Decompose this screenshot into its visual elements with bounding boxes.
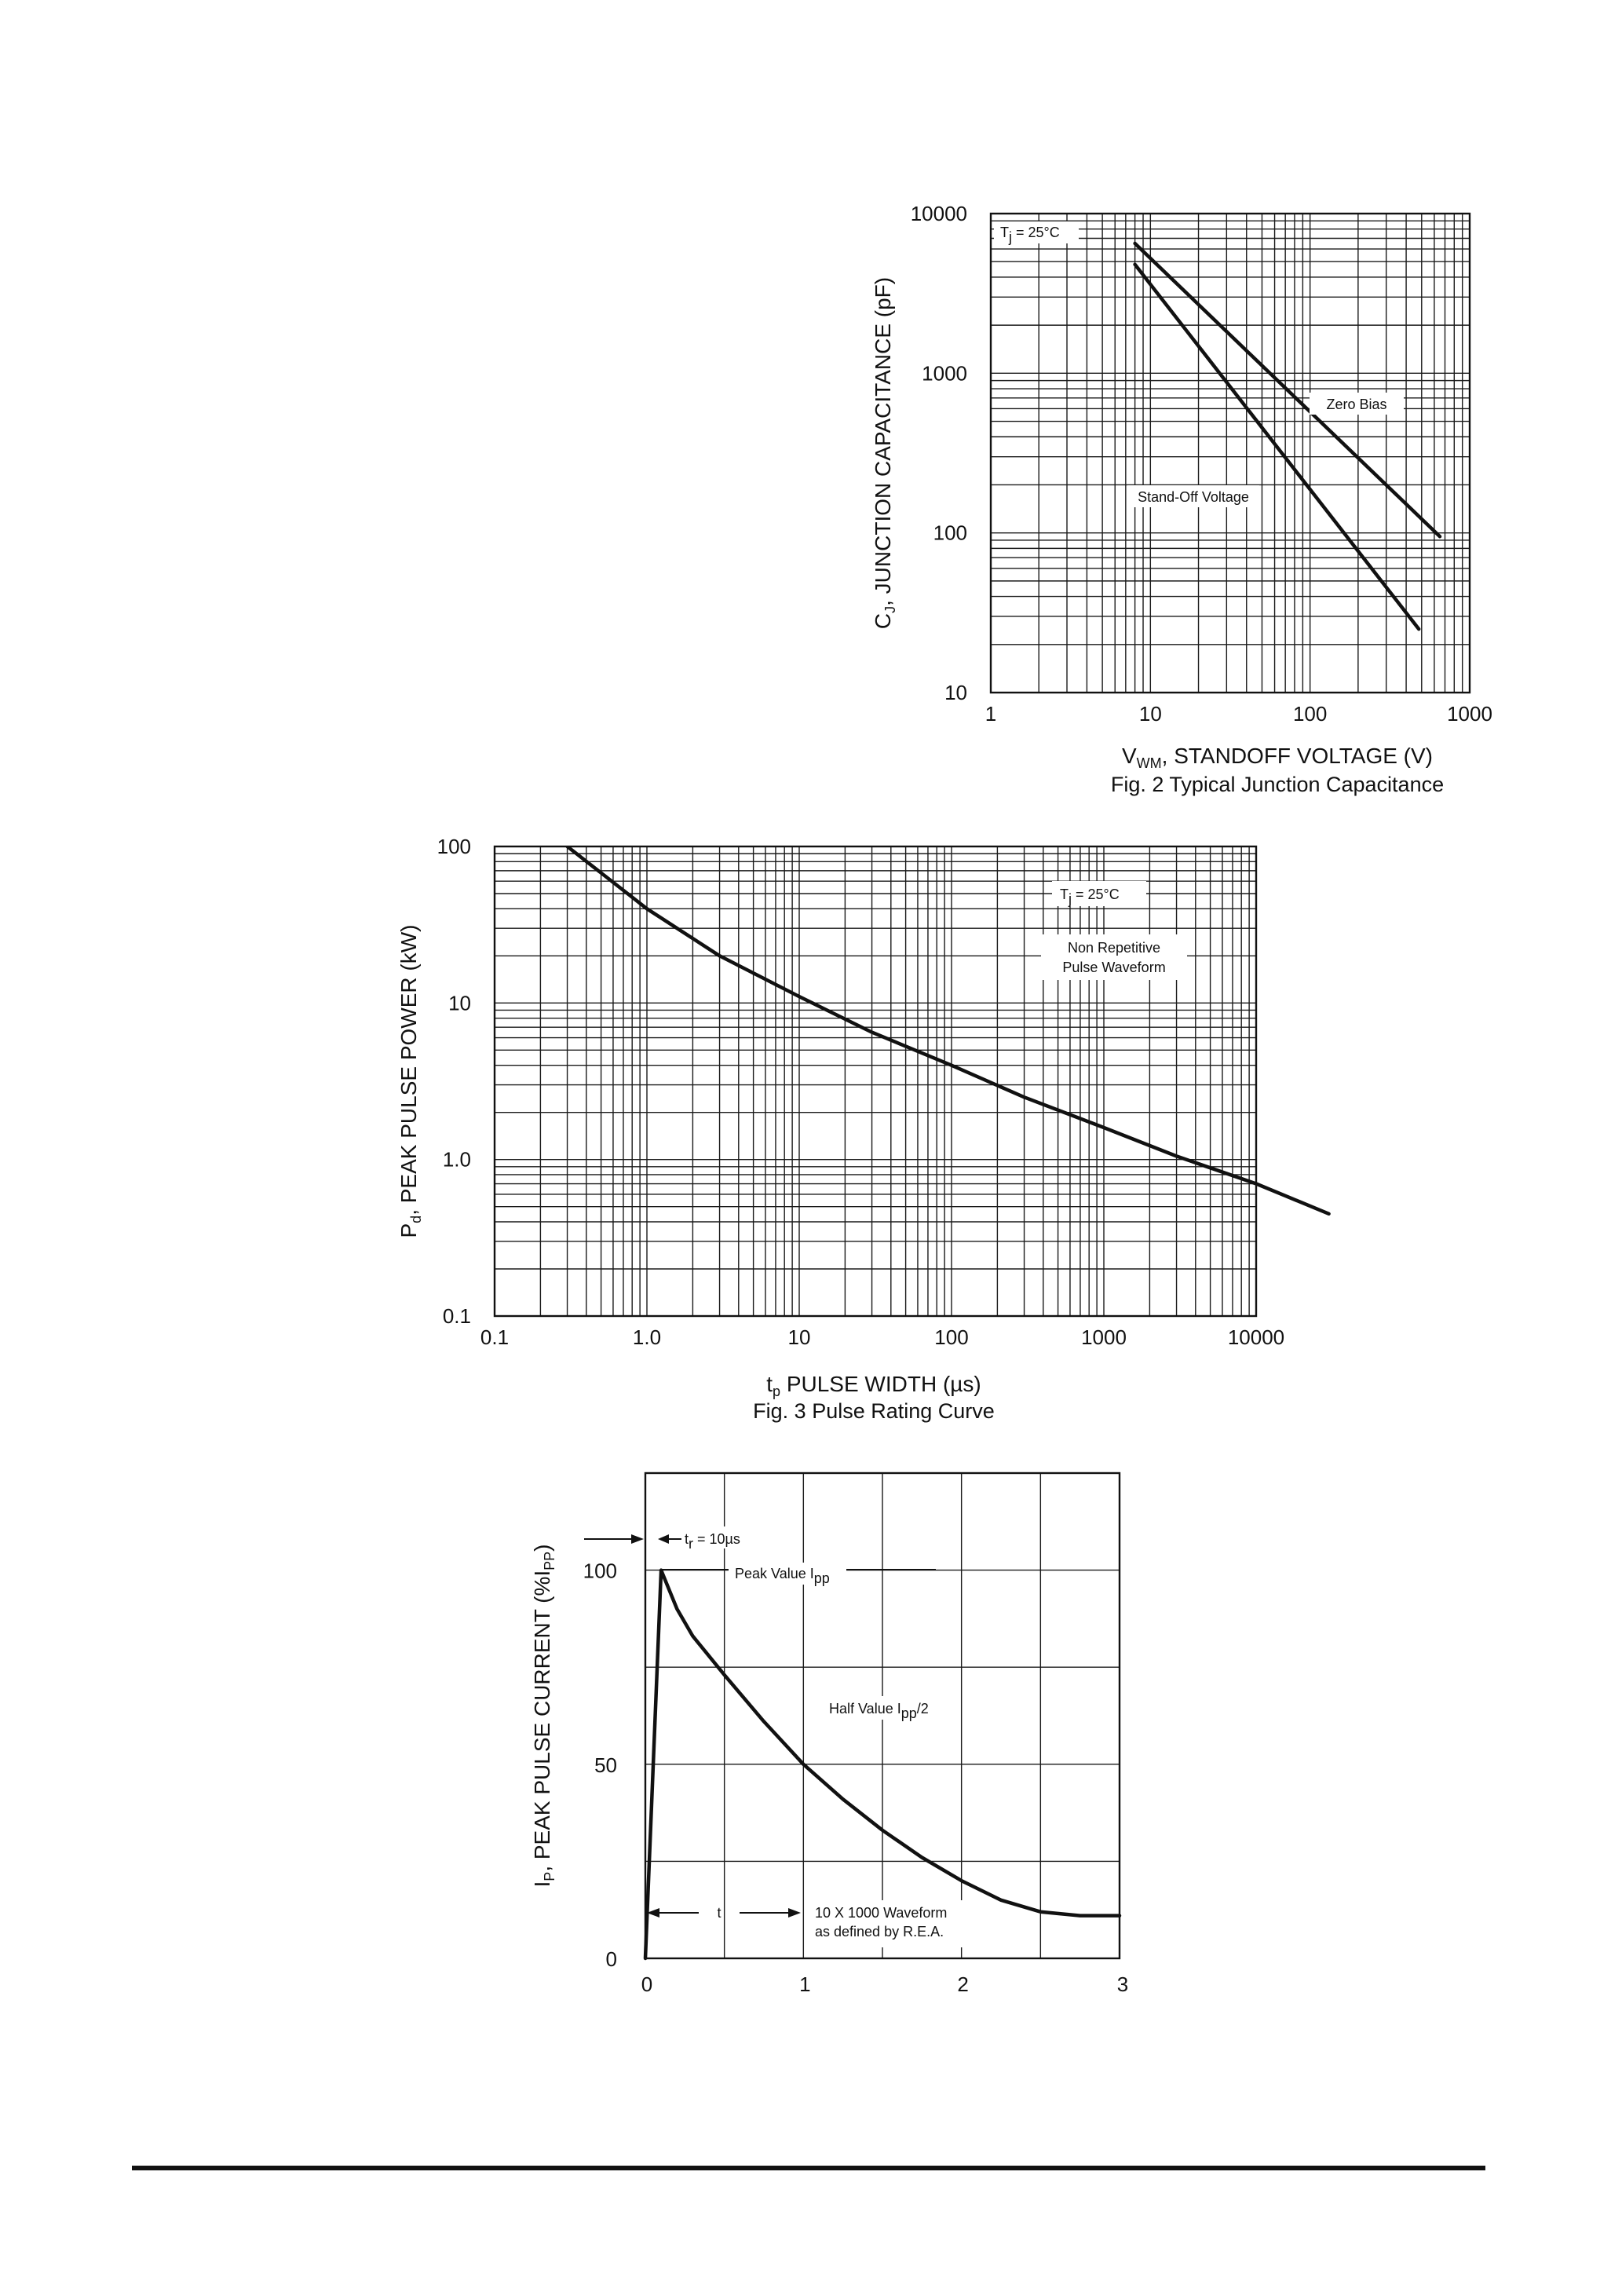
fig4-tr-label: tr = 10µs [685,1531,740,1552]
fig2-series-line-zero-bias [1133,241,1442,539]
fig4-peak-box [729,1563,846,1585]
fig3-note-line-2: Pulse Waveform [1062,960,1165,975]
fig3-y-axis-label: Pd, PEAK PULSE POWER (kW) [396,925,424,1238]
fig3-x-tick-label: 1000 [1081,1325,1127,1349]
fig2-y-tick-label: 10 [944,681,967,704]
fig3-x-tick-label: 100 [934,1325,968,1349]
fig2-y-axis-label: CJ, JUNCTION CAPACITANCE (pF) [871,277,898,629]
fig2-zero-bias-box [1310,393,1404,415]
fig2-grid [990,214,1470,693]
fig3-condition-box [1052,881,1146,906]
fig3-chart: 0.1 1.0 10 100 1000 10000 0.1 1.0 10 100 Tj = 25°C… [396,835,1331,1423]
fig4-y-tick-label: 100 [583,1559,617,1583]
fig4-rise-guide [645,1570,662,1959]
fig4-waveform-line-2: as defined by R.E.A. [815,1924,944,1940]
fig3-condition-label: Tj = 25°C [1060,887,1120,907]
footer-rule [132,2166,1485,2170]
fig4-frame [644,1472,1121,1960]
fig3-x-tick-label: 10000 [1228,1325,1284,1349]
fig4-tr-arrowhead-2 [658,1534,669,1544]
fig4-waveform-box [812,1900,969,1947]
fig2-x-tick-label: 100 [1293,702,1327,726]
fig3-y-tick-label: 1.0 [443,1148,471,1172]
fig3-y-tick-label: 100 [437,835,471,858]
fig4-y-axis-label: IP, PEAK PULSE CURRENT (%IPP) [530,1545,557,1888]
fig4-peak-label: Peak Value Ipp [735,1566,830,1586]
fig2-condition-box [994,221,1079,243]
fig4-t-arrowhead-left [647,1908,659,1918]
fig2-zero-bias-label: Zero Bias [1326,397,1386,412]
fig3-frame [493,845,1258,1318]
fig2-caption: Fig. 2 Typical Junction Capacitance [1111,773,1444,796]
fig4-x-tick-label: 3 [1117,1972,1128,1996]
fig4-waveform-line-1: 10 X 1000 Waveform [815,1905,947,1921]
fig4-half-label: Half Value Ipp/2 [829,1701,929,1721]
fig4-y-tick-label: 50 [594,1753,617,1777]
fig2-frame [989,212,1471,694]
fig4-t-label: t [717,1905,721,1921]
fig3-x-axis-label: tp PULSE WIDTH (µs) [766,1372,981,1399]
fig2-y-tick-label: 1000 [922,361,967,385]
fig2-x-axis-label: VWM, STANDOFF VOLTAGE (V) [1122,744,1433,771]
fig3-series-line [565,846,1331,1216]
fig4-half-box [826,1696,959,1720]
fig2-chart: 1 10 100 1000 10 100 1000 10000 Tj = 25°C Zero Bi… [871,202,1492,796]
fig2-series-line-standoff-voltage [1133,262,1421,631]
fig4-x-tick-label: 1 [799,1972,810,1996]
fig4-tr-box [681,1526,777,1548]
fig4-x-tick-label: 2 [957,1972,968,1996]
fig3-x-tick-label: 10 [788,1325,811,1349]
fig3-note-line-1: Non Repetitive [1068,940,1160,956]
fig4-series-line [643,1568,1122,1961]
fig2-x-tick-label: 10 [1139,702,1162,726]
fig3-x-tick-label: 0.1 [480,1325,509,1349]
fig4-chart: 0 1 2 3 0 50 100 tr = 10µs Peak Value Ipp Half Va… [530,1472,1128,1996]
fig2-x-tick-label: 1000 [1447,702,1492,726]
fig4-tr-arrowhead [631,1534,644,1544]
fig2-standoff-box [1127,485,1259,507]
fig3-grid [494,846,1256,1317]
fig2-y-tick-label: 100 [933,521,967,545]
fig3-caption: Fig. 3 Pulse Rating Curve [753,1399,995,1423]
fig3-y-tick-label: 0.1 [443,1304,471,1328]
fig2-condition-label: Tj = 25°C [1000,225,1060,245]
fig4-x-tick-label: 0 [641,1972,652,1996]
fig2-standoff-label: Stand-Off Voltage [1138,489,1249,505]
fig2-y-tick-label: 10000 [911,202,967,225]
fig3-note-box [1041,934,1187,980]
fig2-x-tick-label: 1 [985,702,996,726]
fig3-x-tick-label: 1.0 [633,1325,661,1349]
fig4-t-arrowhead-right [788,1908,801,1918]
fig3-y-tick-label: 10 [448,991,471,1015]
fig4-y-tick-label: 0 [606,1947,617,1971]
